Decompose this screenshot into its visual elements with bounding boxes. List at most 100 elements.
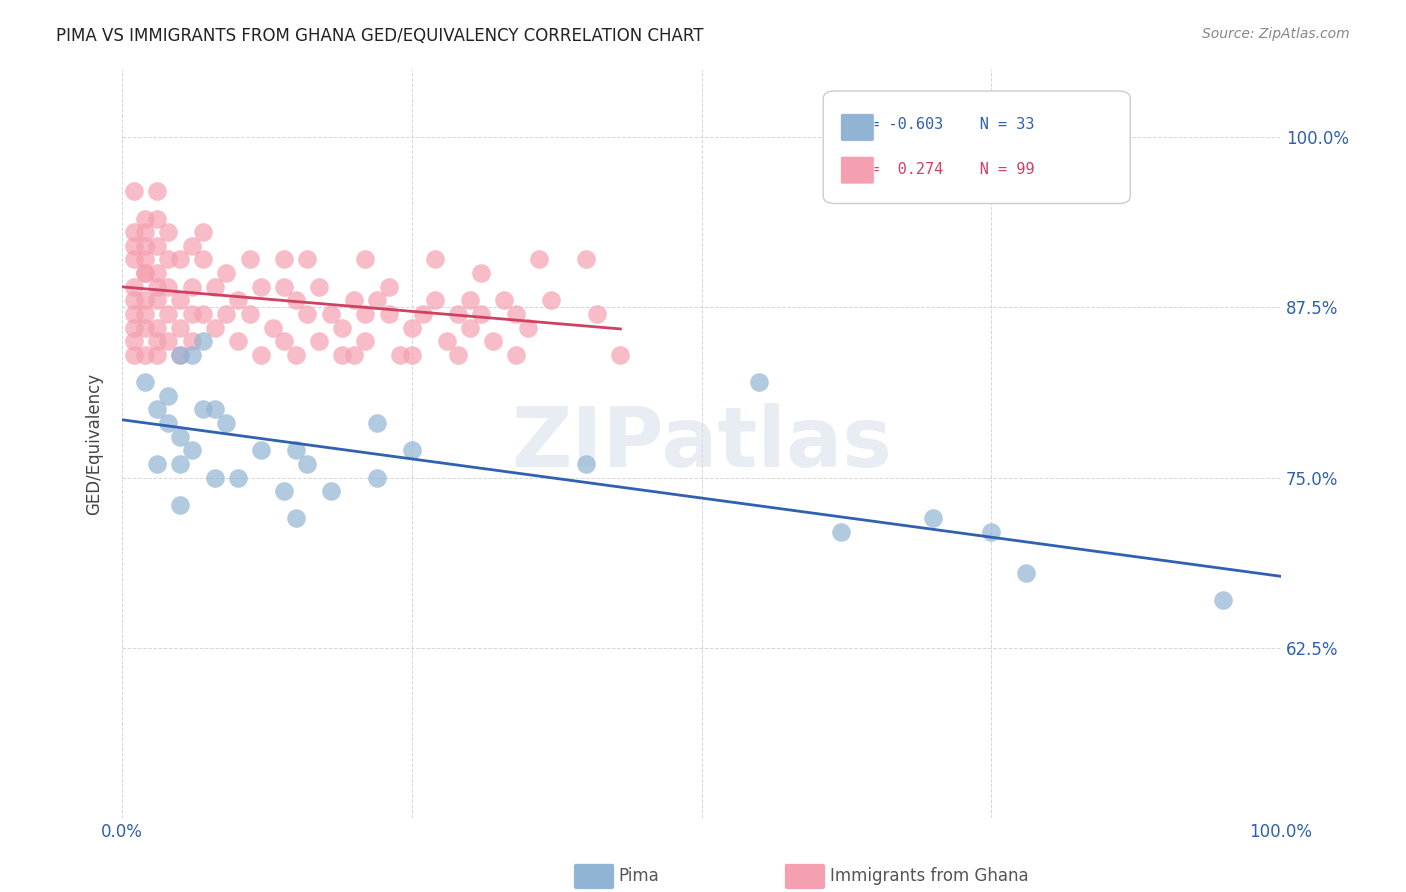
- Point: [193, 307, 215, 321]
- Point: [401, 320, 423, 334]
- Point: [122, 293, 145, 308]
- Point: [354, 252, 377, 267]
- Point: [193, 402, 215, 417]
- Point: [922, 511, 945, 525]
- Point: [146, 348, 169, 362]
- Point: [180, 348, 202, 362]
- Point: [146, 211, 169, 226]
- Point: [157, 334, 180, 349]
- Point: [146, 279, 169, 293]
- Point: [980, 525, 1002, 540]
- Point: [354, 334, 377, 349]
- Point: [436, 334, 458, 349]
- Point: [146, 184, 169, 198]
- Point: [330, 320, 353, 334]
- Text: Immigrants from Ghana: Immigrants from Ghana: [830, 867, 1028, 885]
- Point: [366, 470, 388, 484]
- Point: [226, 470, 249, 484]
- FancyBboxPatch shape: [823, 91, 1130, 203]
- Point: [226, 293, 249, 308]
- Point: [134, 266, 156, 280]
- Point: [122, 239, 145, 253]
- Point: [122, 225, 145, 239]
- Point: [146, 334, 169, 349]
- Point: [146, 402, 169, 417]
- Point: [330, 348, 353, 362]
- Point: [297, 457, 319, 471]
- Point: [169, 348, 191, 362]
- Point: [134, 266, 156, 280]
- FancyBboxPatch shape: [841, 113, 875, 141]
- FancyBboxPatch shape: [841, 156, 875, 184]
- Point: [505, 307, 527, 321]
- Point: [284, 511, 307, 525]
- Point: [516, 320, 538, 334]
- Point: [169, 457, 191, 471]
- Point: [308, 334, 330, 349]
- Point: [273, 484, 295, 499]
- Point: [180, 307, 202, 321]
- Point: [146, 239, 169, 253]
- Point: [134, 211, 156, 226]
- Point: [157, 307, 180, 321]
- Point: [377, 279, 399, 293]
- Point: [169, 320, 191, 334]
- Point: [169, 348, 191, 362]
- Point: [204, 470, 226, 484]
- Point: [134, 307, 156, 321]
- Text: Pima: Pima: [619, 867, 659, 885]
- Point: [447, 307, 470, 321]
- Point: [134, 239, 156, 253]
- Point: [180, 334, 202, 349]
- Point: [169, 498, 191, 512]
- Point: [354, 307, 377, 321]
- Point: [157, 389, 180, 403]
- Point: [609, 348, 631, 362]
- Point: [204, 320, 226, 334]
- Point: [1015, 566, 1038, 580]
- Point: [134, 252, 156, 267]
- Point: [215, 416, 238, 430]
- Point: [180, 279, 202, 293]
- Point: [297, 307, 319, 321]
- Point: [134, 225, 156, 239]
- Point: [250, 443, 273, 458]
- Point: [122, 279, 145, 293]
- Point: [134, 348, 156, 362]
- Point: [284, 348, 307, 362]
- Point: [540, 293, 562, 308]
- Point: [529, 252, 551, 267]
- Point: [343, 293, 366, 308]
- Point: [134, 375, 156, 389]
- Point: [273, 334, 295, 349]
- Point: [122, 307, 145, 321]
- Point: [250, 279, 273, 293]
- Point: [494, 293, 516, 308]
- Y-axis label: GED/Equivalency: GED/Equivalency: [86, 373, 103, 515]
- Point: [157, 416, 180, 430]
- Point: [366, 416, 388, 430]
- Point: [146, 266, 169, 280]
- Point: [193, 252, 215, 267]
- Point: [319, 484, 342, 499]
- Point: [482, 334, 505, 349]
- Point: [169, 252, 191, 267]
- Point: [505, 348, 527, 362]
- Point: [830, 525, 852, 540]
- Point: [401, 443, 423, 458]
- Point: [169, 293, 191, 308]
- Point: [180, 239, 202, 253]
- Text: PIMA VS IMMIGRANTS FROM GHANA GED/EQUIVALENCY CORRELATION CHART: PIMA VS IMMIGRANTS FROM GHANA GED/EQUIVA…: [56, 27, 704, 45]
- Point: [122, 320, 145, 334]
- Point: [284, 293, 307, 308]
- Point: [1212, 593, 1234, 607]
- Point: [134, 320, 156, 334]
- Point: [238, 307, 260, 321]
- Point: [122, 334, 145, 349]
- Point: [180, 443, 202, 458]
- Point: [319, 307, 342, 321]
- Point: [134, 293, 156, 308]
- Point: [215, 266, 238, 280]
- Point: [146, 293, 169, 308]
- Point: [470, 307, 492, 321]
